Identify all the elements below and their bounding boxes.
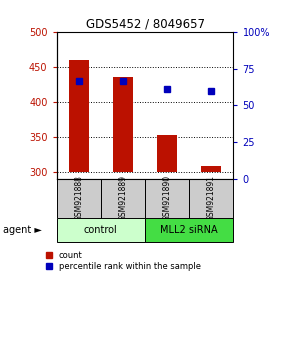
Bar bbox=[57, 179, 101, 218]
Text: GSM921888: GSM921888 bbox=[74, 176, 83, 221]
Bar bbox=[145, 218, 233, 242]
Bar bbox=[157, 135, 177, 172]
Text: GSM921891: GSM921891 bbox=[207, 175, 216, 221]
Bar bbox=[69, 60, 89, 172]
Bar bbox=[201, 166, 221, 172]
Title: GDS5452 / 8049657: GDS5452 / 8049657 bbox=[86, 18, 204, 31]
Bar bbox=[113, 77, 133, 172]
Text: GSM921890: GSM921890 bbox=[163, 175, 172, 222]
Bar bbox=[145, 179, 189, 218]
Bar bbox=[101, 179, 145, 218]
Bar bbox=[189, 179, 233, 218]
Text: GSM921889: GSM921889 bbox=[118, 175, 127, 221]
Legend: count, percentile rank within the sample: count, percentile rank within the sample bbox=[45, 250, 202, 272]
Bar bbox=[57, 218, 145, 242]
Text: MLL2 siRNA: MLL2 siRNA bbox=[160, 225, 218, 235]
Text: agent ►: agent ► bbox=[3, 225, 42, 235]
Text: control: control bbox=[84, 225, 118, 235]
